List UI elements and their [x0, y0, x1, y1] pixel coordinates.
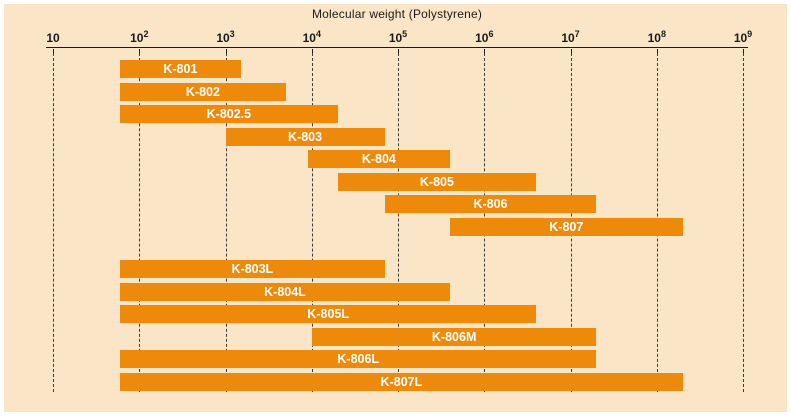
bar-label: K-807L — [380, 375, 423, 389]
x-tick-label-10e1: 10 — [46, 31, 60, 45]
range-bar-k-805l: K-805L — [120, 305, 537, 323]
range-bar-k-804l: K-804L — [120, 283, 450, 301]
x-tick-label-10e8: 108 — [647, 29, 666, 46]
x-tick-label-10e5: 105 — [388, 29, 408, 46]
range-bar-k-802: K-802 — [120, 83, 286, 101]
bar-label: K-806L — [337, 352, 380, 366]
x-tick-label-10e3: 103 — [216, 29, 235, 46]
x-tick-label-10e2: 102 — [130, 29, 149, 46]
bar-label: K-802.5 — [206, 107, 252, 121]
x-tick-label-10e7: 107 — [561, 29, 580, 46]
range-bar-k-802.5: K-802.5 — [120, 105, 338, 123]
bar-label: K-806M — [431, 330, 477, 344]
gridline-10e5 — [398, 53, 399, 392]
x-tick-mark — [311, 49, 313, 53]
range-bar-k-803: K-803 — [225, 128, 385, 146]
gridline-10e2 — [139, 53, 141, 392]
bar-label: K-802 — [185, 85, 220, 99]
bar-label: K-804L — [264, 285, 306, 299]
bar-label: K-801 — [163, 62, 198, 76]
bar-label: K-803 — [288, 130, 323, 144]
range-bar-k-806l: K-806L — [120, 350, 597, 368]
x-tick-mark — [743, 49, 744, 53]
range-bar-k-804: K-804 — [307, 150, 450, 168]
bar-label: K-805 — [419, 175, 454, 189]
gridline-10e9 — [743, 53, 744, 392]
x-tick-mark — [139, 49, 141, 53]
bar-label: K-805L — [307, 307, 349, 321]
x-tick-mark — [656, 49, 658, 53]
range-bar-k-807: K-807 — [449, 218, 683, 236]
bar-label: K-804 — [361, 152, 396, 166]
x-tick-mark — [570, 49, 572, 53]
gridline-10e1 — [53, 53, 54, 392]
bar-label: K-803L — [231, 262, 274, 276]
chart-title: Molecular weight (Polystyrene) — [311, 7, 483, 21]
x-tick-label-10e6: 106 — [475, 29, 494, 46]
x-tick-mark — [484, 49, 486, 53]
x-tick-label-10e4: 104 — [302, 29, 321, 46]
range-bar-k-805: K-805 — [337, 173, 537, 191]
x-tick-mark — [398, 49, 399, 53]
x-axis-line — [46, 47, 748, 48]
range-bar-k-807l: K-807L — [120, 373, 683, 391]
bar-label: K-807 — [549, 220, 584, 234]
x-tick-label-10e9: 109 — [733, 29, 753, 46]
x-tick-mark — [225, 49, 227, 53]
range-bar-k-806: K-806 — [384, 195, 597, 213]
range-bar-k-801: K-801 — [120, 60, 241, 78]
gridline-10e4 — [311, 53, 313, 392]
bar-label: K-806 — [473, 197, 508, 211]
range-bar-k-803l: K-803L — [120, 260, 385, 278]
x-tick-mark — [53, 49, 54, 53]
gridline-10e3 — [225, 53, 227, 392]
range-bar-k-806m: K-806M — [311, 328, 597, 346]
